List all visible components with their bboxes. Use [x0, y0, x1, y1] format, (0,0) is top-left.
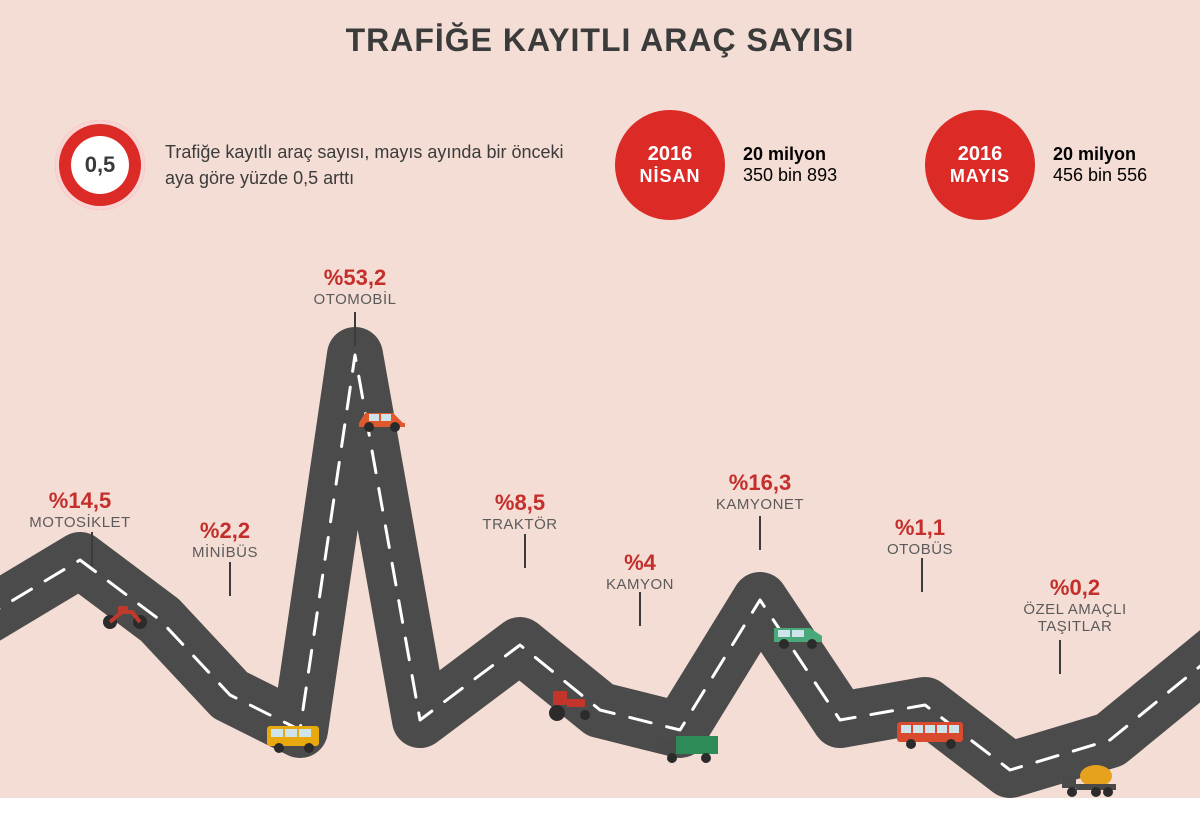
- lead-block: 0,5 Trafiğe kayıtlı araç sayısı, mayıs a…: [55, 120, 575, 210]
- lead-text: Trafiğe kayıtlı araç sayısı, mayıs ayınd…: [165, 139, 575, 191]
- stat-1: 2016MAYIS 20 milyon456 bin 556: [925, 110, 1147, 220]
- category-percent: %16,3: [716, 470, 804, 496]
- category-percent: %2,2: [192, 518, 258, 544]
- top-row: 0,5 Trafiğe kayıtlı araç sayısı, mayıs a…: [0, 120, 1200, 280]
- category-percent: %8,5: [482, 490, 557, 516]
- category-tick: [639, 592, 641, 626]
- increase-badge-value: 0,5: [71, 136, 129, 194]
- stat-line2: 456 bin 556: [1053, 165, 1147, 186]
- stat-line2: 350 bin 893: [743, 165, 837, 186]
- stat-month: MAYIS: [950, 166, 1010, 187]
- stat-year: 2016: [648, 143, 693, 166]
- category-percent: %1,1: [887, 515, 953, 541]
- category-name: MİNİBÜS: [192, 544, 258, 561]
- category-label-2: %53,2OTOMOBİL: [314, 265, 397, 308]
- category-tick: [91, 532, 93, 566]
- stat-text: 20 milyon350 bin 893: [743, 144, 837, 186]
- stat-text: 20 milyon456 bin 556: [1053, 144, 1147, 186]
- category-label-7: %0,2ÖZEL AMAÇLITAŞITLAR: [1023, 575, 1126, 635]
- category-tick: [229, 562, 231, 596]
- category-percent: %53,2: [314, 265, 397, 291]
- category-tick: [524, 534, 526, 568]
- stat-circle: 2016MAYIS: [925, 110, 1035, 220]
- category-name: TRAKTÖR: [482, 516, 557, 533]
- category-name: MOTOSİKLET: [29, 514, 130, 531]
- category-tick: [1059, 640, 1061, 674]
- road-chart: %14,5MOTOSİKLET%2,2MİNİBÜS%53,2OTOMOBİL%…: [0, 300, 1200, 800]
- category-label-4: %4KAMYON: [606, 550, 674, 593]
- increase-badge: 0,5: [55, 120, 145, 210]
- stat-line1: 20 milyon: [743, 144, 837, 165]
- stat-month: NİSAN: [639, 166, 700, 187]
- category-percent: %4: [606, 550, 674, 576]
- category-name: KAMYONET: [716, 496, 804, 513]
- category-label-3: %8,5TRAKTÖR: [482, 490, 557, 533]
- stat-year: 2016: [958, 143, 1003, 166]
- category-name: OTOBÜS: [887, 541, 953, 558]
- category-tick: [921, 558, 923, 592]
- category-tick: [759, 516, 761, 550]
- category-name: KAMYON: [606, 576, 674, 593]
- category-label-6: %1,1OTOBÜS: [887, 515, 953, 558]
- category-percent: %0,2: [1023, 575, 1126, 601]
- category-tick: [354, 312, 356, 346]
- stat-circle: 2016NİSAN: [615, 110, 725, 220]
- stat-line1: 20 milyon: [1053, 144, 1147, 165]
- page-title: TRAFİĞE KAYITLI ARAÇ SAYISI: [0, 22, 1200, 59]
- category-percent: %14,5: [29, 488, 130, 514]
- category-label-0: %14,5MOTOSİKLET: [29, 488, 130, 531]
- category-name: OTOMOBİL: [314, 291, 397, 308]
- category-label-5: %16,3KAMYONET: [716, 470, 804, 513]
- stat-0: 2016NİSAN 20 milyon350 bin 893: [615, 110, 837, 220]
- category-label-1: %2,2MİNİBÜS: [192, 518, 258, 561]
